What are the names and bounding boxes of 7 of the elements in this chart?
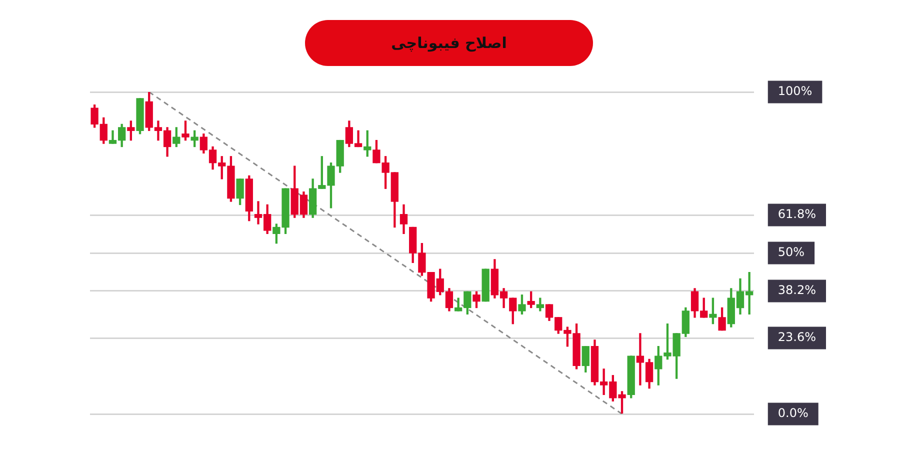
y-tick-label: 100% bbox=[778, 84, 812, 98]
y-tick-label: 0.0% bbox=[778, 406, 808, 420]
y-tick-label: 38.2% bbox=[778, 283, 816, 298]
y-tick-label: 23.6% bbox=[778, 330, 816, 344]
y-tick-label: 61.8% bbox=[778, 207, 816, 222]
candlestick bbox=[482, 268, 490, 302]
y-tick-label: 50% bbox=[778, 245, 805, 260]
